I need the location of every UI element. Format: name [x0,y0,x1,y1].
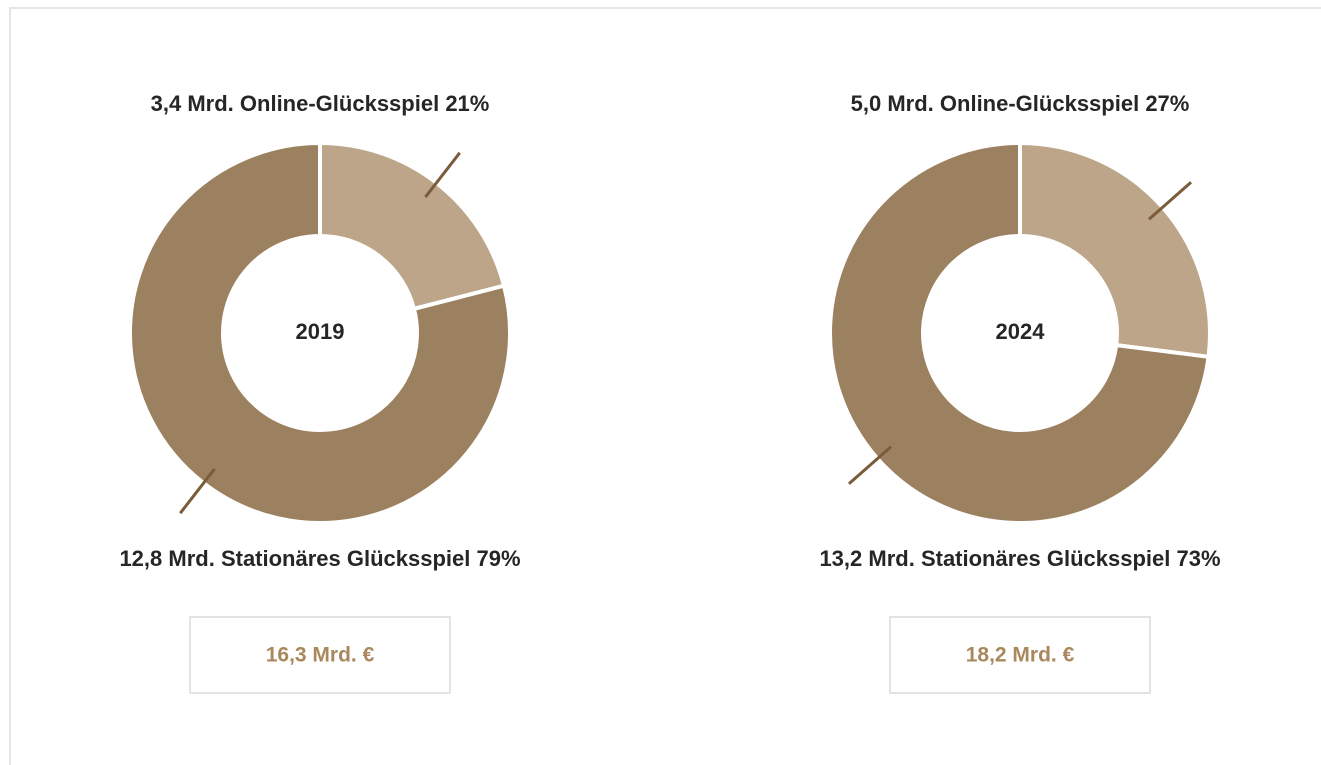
total-box [189,616,451,694]
donut-slice [1018,140,1212,360]
slice-label-percent: 73% [1177,546,1221,571]
total-label: 16,3 Mrd. € [266,644,375,667]
donut-slice [318,140,507,312]
slice-label-percent: 27% [1145,91,1189,116]
slice-label-category: Stationäres Glücksspiel [921,546,1170,571]
slice-label: 3,4 Mrd. Online-Glücksspiel 21% [151,91,490,116]
donut-slice [827,140,1211,525]
slice-label: 13,2 Mrd. Stationäres Glücksspiel 73% [819,546,1220,571]
leader-line [1148,181,1193,221]
donut-slice [128,140,512,525]
center-label: 2024 [996,319,1046,344]
leader-line [179,467,216,515]
slice-label: 5,0 Mrd. Online-Glücksspiel 27% [851,91,1190,116]
slice-label-percent: 21% [445,91,489,116]
total-label: 18,2 Mrd. € [966,644,1075,667]
slice-label-category: Online-Glücksspiel [940,91,1139,116]
leader-line [424,151,461,199]
slice-label-amount: 5,0 Mrd. [851,91,934,116]
panel-frame [9,7,1321,765]
total-box [889,616,1151,694]
slice-label-category: Online-Glücksspiel [240,91,439,116]
slice-label-percent: 79% [477,546,521,571]
slice-label: 12,8 Mrd. Stationäres Glücksspiel 79% [119,546,520,571]
slice-label-amount: 3,4 Mrd. [151,91,234,116]
slice-label-amount: 13,2 Mrd. [819,546,914,571]
center-label: 2019 [296,319,345,344]
leader-line [847,445,892,485]
slice-label-category: Stationäres Glücksspiel [221,546,470,571]
slice-label-amount: 12,8 Mrd. [119,546,214,571]
